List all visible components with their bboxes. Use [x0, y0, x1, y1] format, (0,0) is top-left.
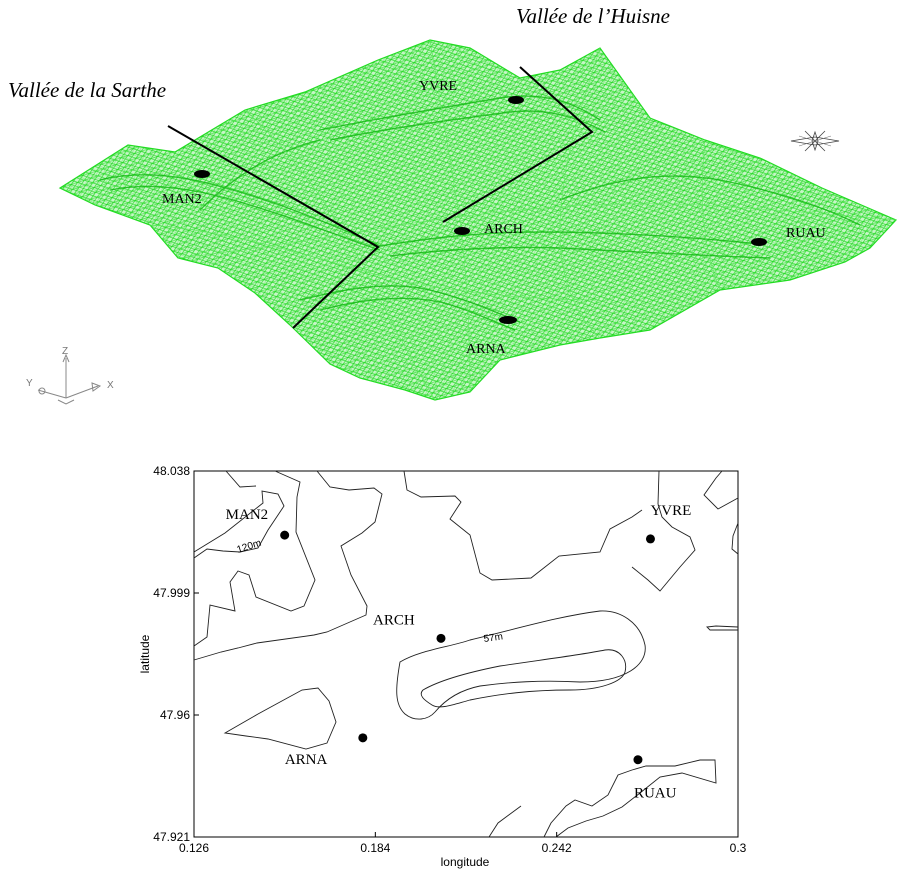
map-station-label-man2: MAN2 [226, 507, 269, 523]
mesh-station-label-ruau: RUAU [786, 226, 826, 241]
mesh-station-label-arna: ARNA [466, 342, 507, 357]
map-station-label-arch: ARCH [373, 612, 415, 628]
contour-label-57m: 57m [483, 631, 504, 645]
x-tick-label: 0.242 [542, 841, 572, 855]
x-tick-label: 0.184 [360, 841, 390, 855]
mesh-station-marker-arna [499, 316, 517, 324]
y-tick-label: 48.038 [153, 464, 190, 478]
map-station-label-yvre: YVRE [650, 503, 691, 519]
y-tick-label: 47.96 [160, 708, 190, 722]
map-station-marker-man2 [280, 530, 290, 540]
compass-rose-icon [790, 130, 840, 152]
map-station-marker-arch [436, 633, 446, 643]
terrain-mesh [58, 39, 898, 401]
mesh-station-marker-ruau [751, 238, 767, 246]
map-frame [193, 470, 739, 838]
y-tick-label: 47.921 [153, 830, 190, 844]
mesh-station-label-yvre: YVRE [419, 79, 457, 94]
map-station-label-ruau: RUAU [634, 786, 677, 802]
mesh-station-label-man2: MAN2 [162, 192, 202, 207]
x-tick-label: 0.126 [179, 841, 209, 855]
valley-label-sarthe: Vallée de la Sarthe [8, 78, 167, 102]
mesh-stations: YVRE MAN2 ARCH RUAU ARNA [162, 79, 826, 357]
mesh-station-marker-yvre [508, 96, 524, 104]
axis-label-y: Y [26, 378, 33, 389]
mesh-station-marker-man2 [194, 170, 210, 178]
valley-label-huisne: Vallée de l’Huisne [516, 4, 670, 28]
x-axis-label: longitude [441, 855, 490, 869]
map-station-marker-arna [358, 733, 368, 743]
contour-label-120m: 120m [236, 538, 263, 556]
map-station-label-arna: ARNA [285, 752, 328, 768]
mesh-station-label-arch: ARCH [484, 222, 523, 237]
watershed-lines [167, 66, 594, 329]
map-station-marker-yvre [645, 534, 655, 544]
x-tick-label: 0.3 [730, 841, 747, 855]
axis-label-x: X [107, 380, 114, 391]
axis-triad-icon [37, 353, 102, 405]
map-station-marker-ruau [633, 755, 643, 765]
y-axis-label: latitude [138, 634, 152, 673]
y-tick-label: 47.999 [153, 586, 190, 600]
contour-lines [193, 470, 739, 838]
map-ticks: 0.126 0.184 0.242 0.3 48.038 47.999 47.96 47.92… [153, 464, 746, 855]
axis-label-z: Z [62, 346, 68, 357]
mesh-station-marker-arch [454, 227, 470, 235]
map-stations: MAN2 YVRE ARCH ARNA RUAU [226, 503, 692, 802]
terrain-3d-view: YVRE MAN2 ARCH RUAU ARNA Z Y X [26, 39, 898, 405]
